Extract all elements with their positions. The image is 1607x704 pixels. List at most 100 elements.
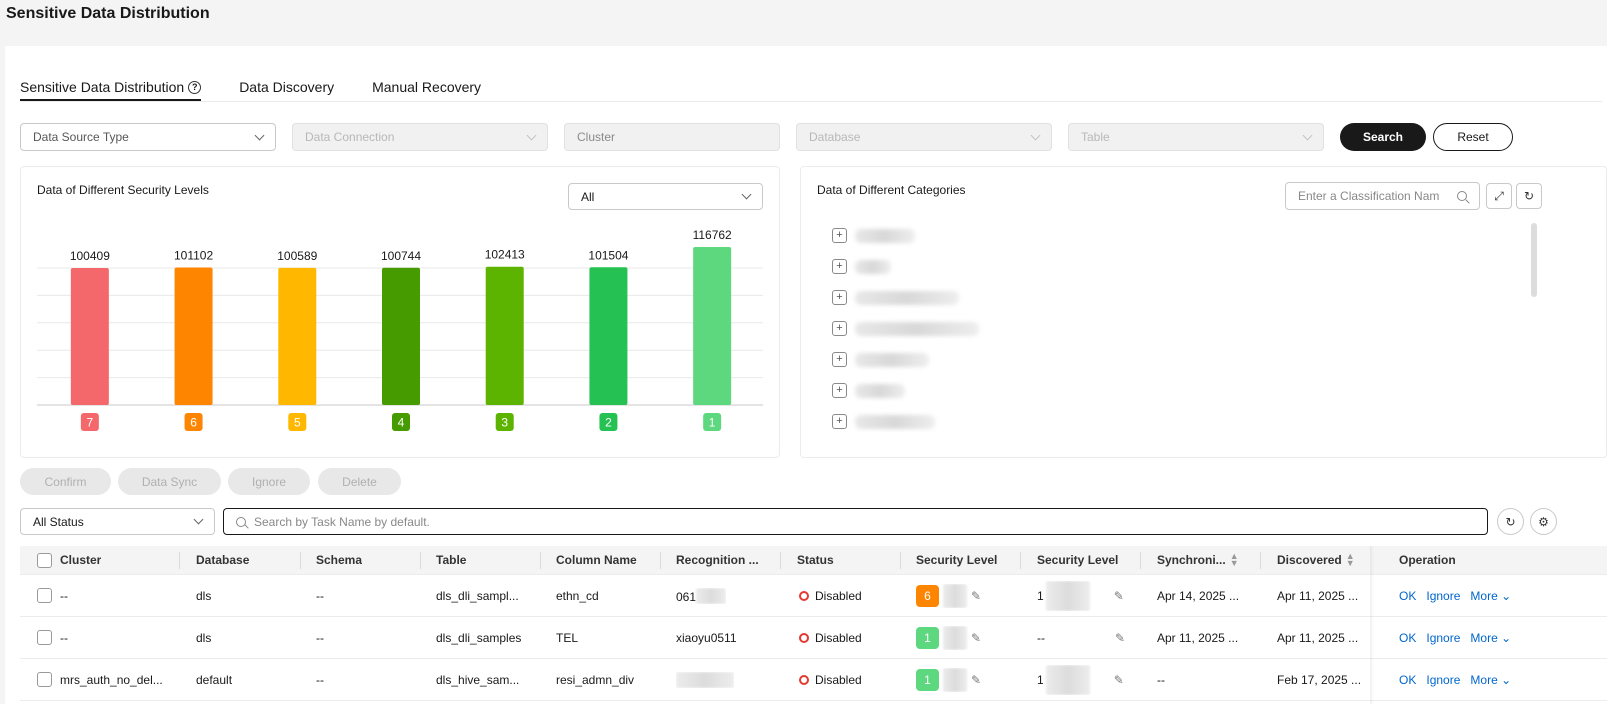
chevron-down-icon: ⌄	[1501, 588, 1512, 603]
row-checkbox[interactable]	[37, 672, 52, 687]
table-row[interactable]: mrs_auth_no_del... default -- dls_hive_sam.…	[20, 659, 1607, 701]
bar-level-4[interactable]	[382, 267, 420, 405]
table-row[interactable]: -- dls -- dls_dli_sampl... ethn_cd 061 Disable…	[20, 575, 1607, 617]
expand-plus-icon[interactable]: +	[832, 352, 847, 367]
reset-button[interactable]: Reset	[1433, 123, 1513, 151]
expand-plus-icon[interactable]: +	[832, 259, 847, 274]
more-link[interactable]: More ⌄	[1470, 673, 1511, 687]
table-row[interactable]: -- dls -- dls_dli_samples TEL xiaoyu0511 Disab…	[20, 617, 1607, 659]
cell-database: dls	[196, 630, 212, 645]
bar-level-6[interactable]	[174, 267, 213, 405]
category-tree-item[interactable]: +	[832, 228, 915, 243]
chevron-down-icon	[526, 130, 537, 140]
tab-manual-recovery[interactable]: Manual Recovery	[372, 74, 481, 100]
category-tree-item[interactable]: +	[832, 414, 935, 429]
cluster-input[interactable]: Cluster	[564, 123, 780, 151]
ignore-link[interactable]: Ignore	[1426, 630, 1461, 645]
edit-pencil-icon[interactable]: ✎	[971, 630, 982, 645]
column-header-schema[interactable]: Schema	[316, 553, 363, 567]
cell-discovered: Apr 11, 2025 ...	[1277, 630, 1359, 645]
category-label	[855, 228, 915, 243]
status-disabled-icon	[799, 674, 809, 685]
data-connection-select[interactable]: Data Connection	[292, 123, 548, 151]
column-header-column-name[interactable]: Column Name	[556, 553, 637, 567]
column-header-status[interactable]: Status	[797, 553, 834, 567]
column-header-recognition[interactable]: Recognition ...	[676, 553, 759, 567]
ok-link[interactable]: OK	[1399, 630, 1417, 645]
data-source-type-select[interactable]: Data Source Type	[20, 123, 276, 151]
more-link[interactable]: More ⌄	[1470, 631, 1511, 645]
bar-level-2[interactable]	[589, 267, 628, 405]
expand-plus-icon[interactable]: +	[832, 414, 847, 429]
table-select[interactable]: Table	[1068, 123, 1324, 151]
edit-pencil-icon[interactable]: ✎	[971, 588, 982, 603]
recognition-value: 061	[676, 589, 697, 604]
sort-icon[interactable]: ▲ ▼	[1345, 552, 1355, 568]
level-badge	[495, 413, 514, 431]
select-all-checkbox[interactable]	[37, 552, 52, 568]
expand-plus-icon[interactable]: +	[832, 228, 847, 243]
refresh-icon[interactable]: ↻	[1497, 508, 1524, 535]
task-search-input[interactable]: Search by Task Name by default.	[223, 508, 1488, 535]
status-filter-select[interactable]: All Status	[20, 508, 215, 535]
classification-search-input[interactable]: Enter a Classification Nam	[1285, 182, 1480, 210]
cell-schema: --	[316, 588, 324, 603]
category-tree-item[interactable]: +	[832, 383, 905, 398]
column-header-table[interactable]: Table	[436, 553, 467, 567]
more-link[interactable]: More ⌄	[1470, 589, 1511, 603]
category-label	[855, 414, 935, 429]
category-tree-item[interactable]: +	[832, 290, 959, 305]
bar-value-label: 102413	[485, 248, 525, 262]
cell-security-level: 1 ✎	[916, 667, 982, 692]
bar-level-1[interactable]	[693, 247, 732, 405]
bar-level-7[interactable]	[70, 268, 109, 405]
sort-icon[interactable]: ▲ ▼	[1229, 552, 1239, 568]
cell-operation: OK Ignore More ⌄	[1399, 673, 1511, 687]
refresh-icon[interactable]: ↻	[1516, 183, 1542, 209]
category-tree-item[interactable]: +	[832, 321, 979, 336]
database-select[interactable]: Database	[796, 123, 1052, 151]
edit-pencil-icon[interactable]: ✎	[971, 672, 982, 687]
column-divider	[1020, 552, 1021, 569]
expand-plus-icon[interactable]: +	[832, 290, 847, 305]
redacted-value	[943, 625, 967, 650]
help-icon[interactable]: ?	[188, 80, 202, 94]
ok-link[interactable]: OK	[1399, 588, 1417, 603]
bar-level-5[interactable]	[278, 267, 317, 405]
column-header-security-level-2[interactable]: Security Level	[1037, 553, 1119, 567]
redacted-value	[676, 671, 734, 688]
column-header-synchronized[interactable]: Synchroni... ▲ ▼	[1157, 553, 1239, 568]
edit-pencil-icon[interactable]: ✎	[1113, 588, 1124, 603]
delete-button[interactable]: Delete	[318, 468, 401, 495]
tab-sensitive-data-distribution[interactable]: Sensitive Data Distribution ?	[20, 74, 202, 101]
security-level-select[interactable]: All	[568, 183, 763, 210]
security-level-value: --	[1037, 630, 1045, 645]
ignore-button[interactable]: Ignore	[228, 468, 310, 495]
row-checkbox[interactable]	[37, 588, 52, 603]
scrollbar-thumb[interactable]	[1531, 223, 1537, 297]
search-button[interactable]: Search	[1340, 123, 1426, 151]
settings-gear-icon[interactable]: ⚙	[1530, 508, 1557, 535]
ignore-link[interactable]: Ignore	[1426, 588, 1461, 603]
category-tree-item[interactable]: +	[832, 352, 929, 367]
edit-pencil-icon[interactable]: ✎	[1115, 630, 1126, 645]
bar-level-3[interactable]	[485, 266, 524, 405]
category-tree-item[interactable]: +	[832, 259, 891, 274]
column-header-security-level[interactable]: Security Level	[916, 553, 998, 567]
column-header-cluster[interactable]: Cluster	[60, 553, 102, 567]
search-icon[interactable]	[1457, 191, 1467, 201]
edit-pencil-icon[interactable]: ✎	[1113, 672, 1124, 687]
ignore-link[interactable]: Ignore	[1426, 672, 1461, 687]
tab-data-discovery[interactable]: Data Discovery	[239, 74, 334, 100]
column-header-discovered[interactable]: Discovered ▲ ▼	[1277, 553, 1355, 568]
data-sync-button[interactable]: Data Sync	[118, 468, 221, 495]
expand-plus-icon[interactable]: +	[832, 383, 847, 398]
chevron-down-icon	[193, 514, 204, 525]
level-badge	[703, 413, 722, 431]
confirm-button[interactable]: Confirm	[20, 468, 111, 495]
expand-icon[interactable]: ⤢	[1486, 183, 1512, 209]
column-header-database[interactable]: Database	[196, 553, 250, 567]
expand-plus-icon[interactable]: +	[832, 321, 847, 336]
ok-link[interactable]: OK	[1399, 672, 1417, 687]
row-checkbox[interactable]	[37, 630, 52, 645]
